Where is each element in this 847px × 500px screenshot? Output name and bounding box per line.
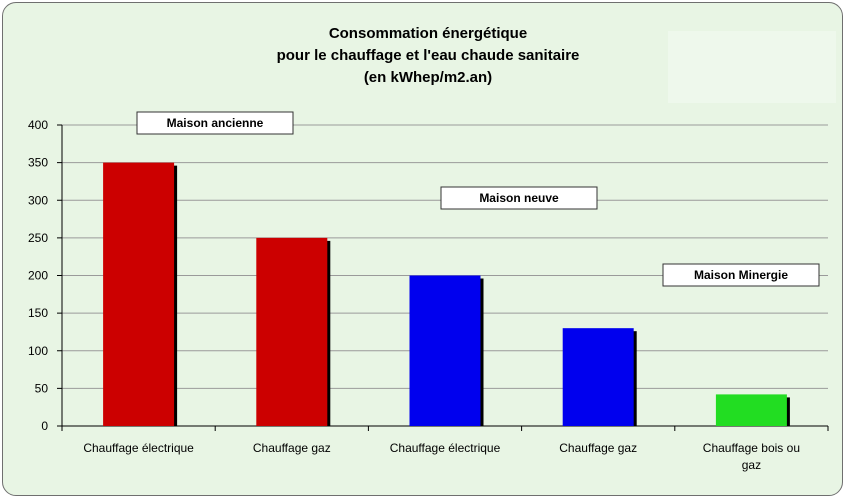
chart-title: Consommation énergétique pour le chauffa… [123,23,733,89]
y-tick-label-300: 300 [28,193,48,207]
category-label-3-line-0: Chauffage gaz [559,441,637,455]
y-tick-label-350: 350 [28,156,48,170]
group-label-0: Maison ancienne [167,116,264,130]
y-tick-label-150: 150 [28,306,48,320]
y-tick-label-50: 50 [35,381,49,395]
y-tick-label-200: 200 [28,269,48,283]
category-label-2: Chauffage électrique [390,441,501,455]
bars [103,162,790,426]
category-label-0-line-0: Chauffage électrique [83,441,194,455]
bar-4 [715,394,787,426]
category-label-4: Chauffage bois ou gaz [703,441,800,472]
bar-2 [409,275,481,426]
group-label-box-2 [662,263,820,287]
category-label-3: Chauffage gaz [559,441,637,455]
y-tick-label-0: 0 [41,419,48,433]
chart-title-line-2: pour le chauffage et l'eau chaude sanita… [276,47,580,64]
y-tick-label-400: 400 [28,118,48,132]
category-label-4-line-1: gaz [742,458,761,472]
group-label-1: Maison neuve [479,191,559,205]
group-label-box-1 [440,186,598,210]
chart-title-line-1: Consommation énergétique [328,25,528,42]
bar-1 [256,237,328,426]
category-label-2-line-0: Chauffage électrique [390,441,501,455]
category-label-0: Chauffage électrique [83,441,194,455]
bar-3 [562,328,634,426]
category-label-1: Chauffage gaz [253,441,331,455]
annotations: Maison ancienne Maison neuve Maison Minerg… [136,111,820,287]
group-label-box-0 [136,111,294,135]
bar-0 [103,162,175,426]
chart-title-line-3: (en kWhep/m2.an) [363,69,493,86]
y-tick-label-250: 250 [28,231,48,245]
legend-area [668,31,836,103]
category-label-4-line-0: Chauffage bois ou [703,441,800,455]
group-label-2: Maison Minergie [694,268,788,282]
labels: 0 50 100 150 200 250 300 350 400 Chauffage électr… [28,118,800,472]
y-tick-label-100: 100 [28,344,48,358]
category-label-1-line-0: Chauffage gaz [253,441,331,455]
